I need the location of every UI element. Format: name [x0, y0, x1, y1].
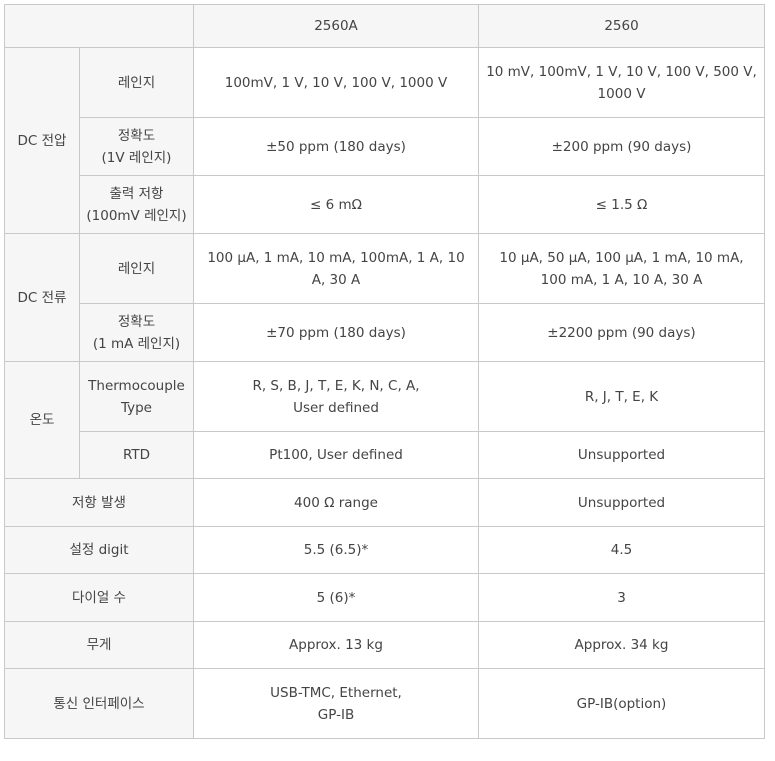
- dcv-output-resistance-2560a: ≤ 6 mΩ: [193, 175, 479, 234]
- dci-accuracy-2560: ±2200 ppm (90 days): [478, 303, 765, 362]
- row-label-dcv-range: 레인지: [79, 47, 194, 118]
- dcv-accuracy-2560a: ±50 ppm (180 days): [193, 117, 479, 176]
- group-dc-current: DC 전류: [4, 233, 80, 362]
- row-label-setting-digit: 설정 digit: [4, 526, 194, 574]
- spec-comparison-table: 2560A 2560 DC 전압 레인지 100mV, 1 V, 10 V, 1…: [4, 4, 765, 739]
- resistance-generation-2560: Unsupported: [478, 478, 765, 527]
- row-label-line-1: 정확도: [117, 127, 156, 144]
- row-label-line-2: (1V 레인지): [101, 149, 172, 166]
- row-label-dci-range: 레인지: [79, 233, 194, 304]
- value-line-1: R, S, B, J, T, E, K, N, C, A,: [252, 377, 420, 394]
- setting-digit-2560: 4.5: [478, 526, 765, 574]
- row-label-line-2: Type: [120, 399, 152, 416]
- table-row: 통신 인터페이스 USB-TMC, Ethernet, GP-IB GP-IB(…: [4, 668, 765, 739]
- value-line-2: GP-IB: [317, 706, 355, 723]
- dcv-accuracy-2560: ±200 ppm (90 days): [478, 117, 765, 176]
- row-label-thermocouple: Thermocouple Type: [79, 361, 194, 432]
- row-label-weight: 무게: [4, 621, 194, 669]
- table-row: 설정 digit 5.5 (6.5)* 4.5: [4, 526, 765, 574]
- thermocouple-2560: R, J, T, E, K: [478, 361, 765, 432]
- weight-2560: Approx. 34 kg: [478, 621, 765, 669]
- row-label-line-1: 출력 저항: [109, 185, 164, 202]
- table-row: 무게 Approx. 13 kg Approx. 34 kg: [4, 621, 765, 669]
- table-row: 온도 Thermocouple Type R, S, B, J, T, E, K…: [4, 361, 765, 479]
- dcv-output-resistance-2560: ≤ 1.5 Ω: [478, 175, 765, 234]
- table-row: DC 전압 레인지 100mV, 1 V, 10 V, 100 V, 1000 …: [4, 47, 765, 234]
- table-row: 저항 발생 400 Ω range Unsupported: [4, 478, 765, 527]
- row-label-dcv-output-resistance: 출력 저항 (100mV 레인지): [79, 175, 194, 234]
- dci-range-2560a: 100 μA, 1 mA, 10 mA, 100mA, 1 A, 10 A, 3…: [193, 233, 479, 304]
- dial-count-2560: 3: [478, 573, 765, 622]
- table-header-row: 2560A 2560: [4, 4, 765, 48]
- table-row: 정확도 (1V 레인지) ±50 ppm (180 days) ±200 ppm…: [5, 117, 765, 176]
- setting-digit-2560a: 5.5 (6.5)*: [193, 526, 479, 574]
- thermocouple-2560a: R, S, B, J, T, E, K, N, C, A, User defin…: [193, 361, 479, 432]
- header-corner-cell: [4, 4, 194, 48]
- value-line-2: User defined: [293, 399, 379, 416]
- value-line-1: USB-TMC, Ethernet,: [270, 684, 402, 701]
- table-row: RTD Pt100, User defined Unsupported: [5, 431, 765, 479]
- table-row: 출력 저항 (100mV 레인지) ≤ 6 mΩ ≤ 1.5 Ω: [5, 175, 765, 234]
- row-label-line-1: 정확도: [117, 313, 156, 330]
- group-dc-voltage: DC 전압: [4, 47, 80, 234]
- resistance-generation-2560a: 400 Ω range: [193, 478, 479, 527]
- table-row: 정확도 (1 mA 레인지) ±70 ppm (180 days) ±2200 …: [5, 303, 765, 362]
- interface-2560a: USB-TMC, Ethernet, GP-IB: [193, 668, 479, 739]
- dci-range-2560: 10 μA, 50 μA, 100 μA, 1 mA, 10 mA, 100 m…: [478, 233, 765, 304]
- interface-2560: GP-IB(option): [478, 668, 765, 739]
- weight-2560a: Approx. 13 kg: [193, 621, 479, 669]
- dial-count-2560a: 5 (6)*: [193, 573, 479, 622]
- dcv-range-2560a: 100mV, 1 V, 10 V, 100 V, 1000 V: [193, 47, 479, 118]
- row-label-interface: 통신 인터페이스: [4, 668, 194, 739]
- row-label-dial-count: 다이얼 수: [4, 573, 194, 622]
- dci-accuracy-2560a: ±70 ppm (180 days): [193, 303, 479, 362]
- row-label-line-1: Thermocouple: [88, 377, 185, 394]
- table-row: 다이얼 수 5 (6)* 3: [4, 573, 765, 622]
- rtd-2560a: Pt100, User defined: [193, 431, 479, 479]
- row-label-dcv-accuracy: 정확도 (1V 레인지): [79, 117, 194, 176]
- row-label-resistance-generation: 저항 발생: [4, 478, 194, 527]
- row-label-line-2: (1 mA 레인지): [92, 335, 181, 352]
- table-row: DC 전류 레인지 100 μA, 1 mA, 10 mA, 100mA, 1 …: [4, 233, 765, 362]
- header-2560: 2560: [478, 4, 765, 48]
- row-label-dci-accuracy: 정확도 (1 mA 레인지): [79, 303, 194, 362]
- rtd-2560: Unsupported: [478, 431, 765, 479]
- row-label-rtd: RTD: [79, 431, 194, 479]
- dcv-range-2560: 10 mV, 100mV, 1 V, 10 V, 100 V, 500 V, 1…: [478, 47, 765, 118]
- header-2560a: 2560A: [193, 4, 479, 48]
- group-temperature: 온도: [4, 361, 80, 479]
- row-label-line-2: (100mV 레인지): [86, 207, 187, 224]
